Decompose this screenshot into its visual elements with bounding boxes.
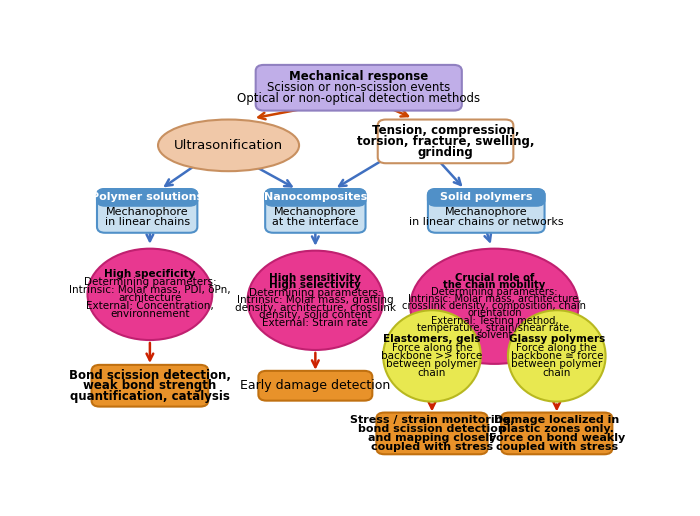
Text: Glassy polymers: Glassy polymers [509,334,605,344]
Text: Damage localized in: Damage localized in [494,415,620,425]
Text: External:: External: [123,301,176,311]
Text: External:: External: [469,316,520,326]
Ellipse shape [158,120,299,171]
Text: Early damage detection: Early damage detection [240,379,391,392]
Ellipse shape [410,249,578,364]
Text: Tension, compression,: Tension, compression, [372,124,519,137]
Text: Force on bond weakly: Force on bond weakly [489,433,625,443]
Text: Optical or non-optical detection methods: Optical or non-optical detection methods [237,92,480,105]
Text: the chain mobility: the chain mobility [443,280,545,290]
FancyBboxPatch shape [97,189,197,233]
Text: External: Concentration,: External: Concentration, [86,301,214,311]
FancyBboxPatch shape [258,371,372,400]
Text: Mechanophore: Mechanophore [445,207,528,217]
Text: between polymer: between polymer [511,359,603,369]
Text: quantification, catalysis: quantification, catalysis [70,390,230,402]
Text: orientation: orientation [467,309,522,318]
Text: Polymer solutions: Polymer solutions [91,192,203,202]
Text: Determining parameters:: Determining parameters: [431,287,558,297]
Text: bond scission detection: bond scission detection [358,424,506,434]
FancyBboxPatch shape [265,189,365,206]
Text: External:: External: [288,318,342,328]
Text: High selectivity: High selectivity [270,280,361,290]
Ellipse shape [383,310,481,401]
Text: at the interface: at the interface [272,217,358,227]
Text: Intrinsic:: Intrinsic: [469,294,519,304]
Text: density, architecture, crosslink: density, architecture, crosslink [235,303,396,313]
Text: plastic zones only.: plastic zones only. [499,424,614,434]
Text: Determining parameters:: Determining parameters: [83,278,216,287]
Text: Intrinsic: Molar mass, grafting: Intrinsic: Molar mass, grafting [237,295,393,305]
Text: between polymer: between polymer [386,359,477,369]
FancyBboxPatch shape [256,65,462,110]
Text: Scission or non-scission events: Scission or non-scission events [267,81,450,94]
Text: Intrinsic: Molar mass, PDI, δPn,: Intrinsic: Molar mass, PDI, δPn, [69,285,231,295]
Text: Force along the: Force along the [517,343,597,352]
Text: crosslink density, composition, chain: crosslink density, composition, chain [402,301,587,311]
Text: Intrinsic:: Intrinsic: [289,295,342,305]
Text: chain: chain [418,367,446,378]
Text: chain: chain [542,367,571,378]
Text: Mechanophore: Mechanophore [274,207,357,217]
Text: environnement: environnement [110,309,190,319]
Text: Intrinsic:: Intrinsic: [124,285,176,295]
Text: Solid polymers: Solid polymers [440,192,533,202]
Text: Ultrasonification: Ultrasonification [174,139,283,152]
Text: solvent: solvent [476,330,512,340]
Text: Stress / strain monitoring,: Stress / strain monitoring, [350,415,514,425]
FancyBboxPatch shape [501,413,612,454]
Text: Elastomers, gels: Elastomers, gels [383,334,481,344]
Text: coupled with stress: coupled with stress [496,442,618,452]
FancyBboxPatch shape [97,189,197,206]
Text: Bond scission detection,: Bond scission detection, [69,369,231,382]
Text: Mechanical response: Mechanical response [289,70,428,83]
FancyBboxPatch shape [428,189,545,233]
Text: Force along the: Force along the [391,343,472,352]
Text: density, solid content: density, solid content [259,311,372,320]
Text: Mechanophore: Mechanophore [106,207,188,217]
Text: temperature, strain/shear rate,: temperature, strain/shear rate, [416,322,572,333]
Text: External: Strain rate: External: Strain rate [262,318,368,328]
Text: torsion, fracture, swelling,: torsion, fracture, swelling, [357,135,534,148]
Text: Nanocomposites: Nanocomposites [264,192,367,202]
Text: High specificity: High specificity [104,269,195,280]
Text: coupled with stress: coupled with stress [371,442,493,452]
Text: weak bond strength: weak bond strength [83,379,216,392]
Ellipse shape [88,249,212,340]
FancyBboxPatch shape [377,413,488,454]
Text: External: Testing method,: External: Testing method, [430,316,558,326]
Text: in linear chains or networks: in linear chains or networks [409,217,564,227]
Ellipse shape [248,251,383,350]
FancyBboxPatch shape [92,365,208,407]
Text: backbone ≅ force: backbone ≅ force [510,351,603,361]
FancyBboxPatch shape [428,189,545,206]
Text: in linear chains: in linear chains [104,217,190,227]
FancyBboxPatch shape [378,120,513,163]
Text: and mapping closely: and mapping closely [368,433,496,443]
Text: architecture: architecture [118,293,181,303]
FancyBboxPatch shape [265,189,365,233]
Text: Crucial role of: Crucial role of [455,272,534,283]
Text: grinding: grinding [418,146,473,158]
Text: Intrinsic: Molar mass, architecture,: Intrinsic: Molar mass, architecture, [407,294,581,304]
Text: backbone >> force: backbone >> force [382,351,482,361]
Ellipse shape [508,310,606,401]
Text: Determining parameters:: Determining parameters: [249,288,382,298]
Text: High sensitivity: High sensitivity [270,272,361,283]
